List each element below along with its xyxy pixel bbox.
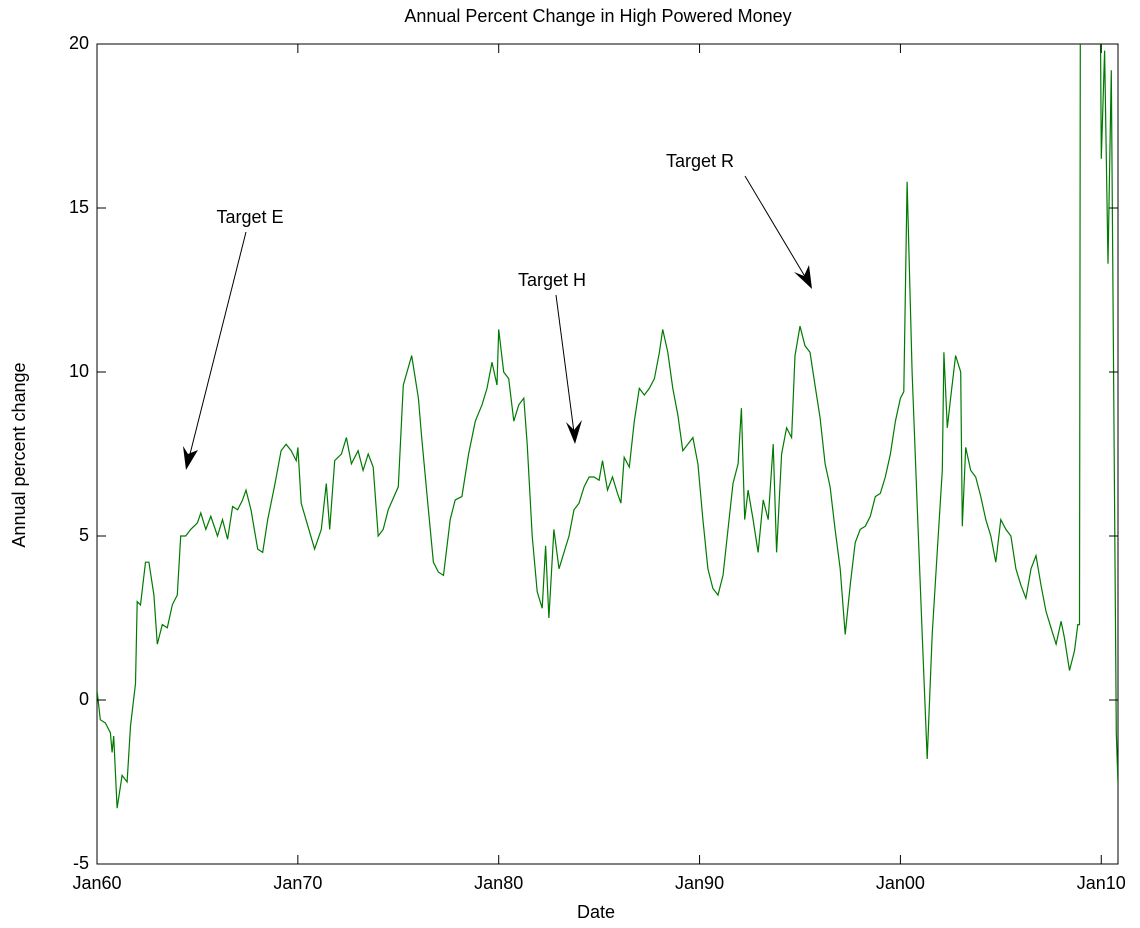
x-tick-label: Jan60 xyxy=(72,873,121,893)
y-axis-label: Annual percent change xyxy=(9,362,29,547)
data-line xyxy=(97,44,1118,809)
plot-area xyxy=(97,44,1118,809)
chart-title: Annual Percent Change in High Powered Mo… xyxy=(404,6,791,26)
axes-box xyxy=(96,43,1119,865)
x-tick-label: Jan00 xyxy=(876,873,925,893)
x-tick-label: Jan80 xyxy=(474,873,523,893)
x-tick-label: Jan10 xyxy=(1077,873,1126,893)
x-tick-label: Jan90 xyxy=(675,873,724,893)
annotation: Target H xyxy=(518,270,586,290)
y-tick-label: 0 xyxy=(79,689,89,709)
y-tick-label: 20 xyxy=(69,33,89,53)
annotation-arrow xyxy=(186,231,247,467)
annotation: Target E xyxy=(216,207,283,227)
arrow-head xyxy=(183,446,198,470)
x-tick-label: Jan70 xyxy=(273,873,322,893)
y-tick-label: 10 xyxy=(69,361,89,381)
y-tick-label: -5 xyxy=(73,853,89,873)
y-tick-label: 15 xyxy=(69,197,89,217)
y-tick-label: 5 xyxy=(79,525,89,545)
x-axis-label: Date xyxy=(577,902,615,922)
annotation: Target R xyxy=(666,151,734,171)
annotations: Target E Target H Target R xyxy=(183,151,812,470)
arrow-head xyxy=(566,420,582,444)
annotation-arrow xyxy=(555,294,576,441)
arrow-head xyxy=(794,265,812,289)
annotation-arrow xyxy=(744,175,811,286)
